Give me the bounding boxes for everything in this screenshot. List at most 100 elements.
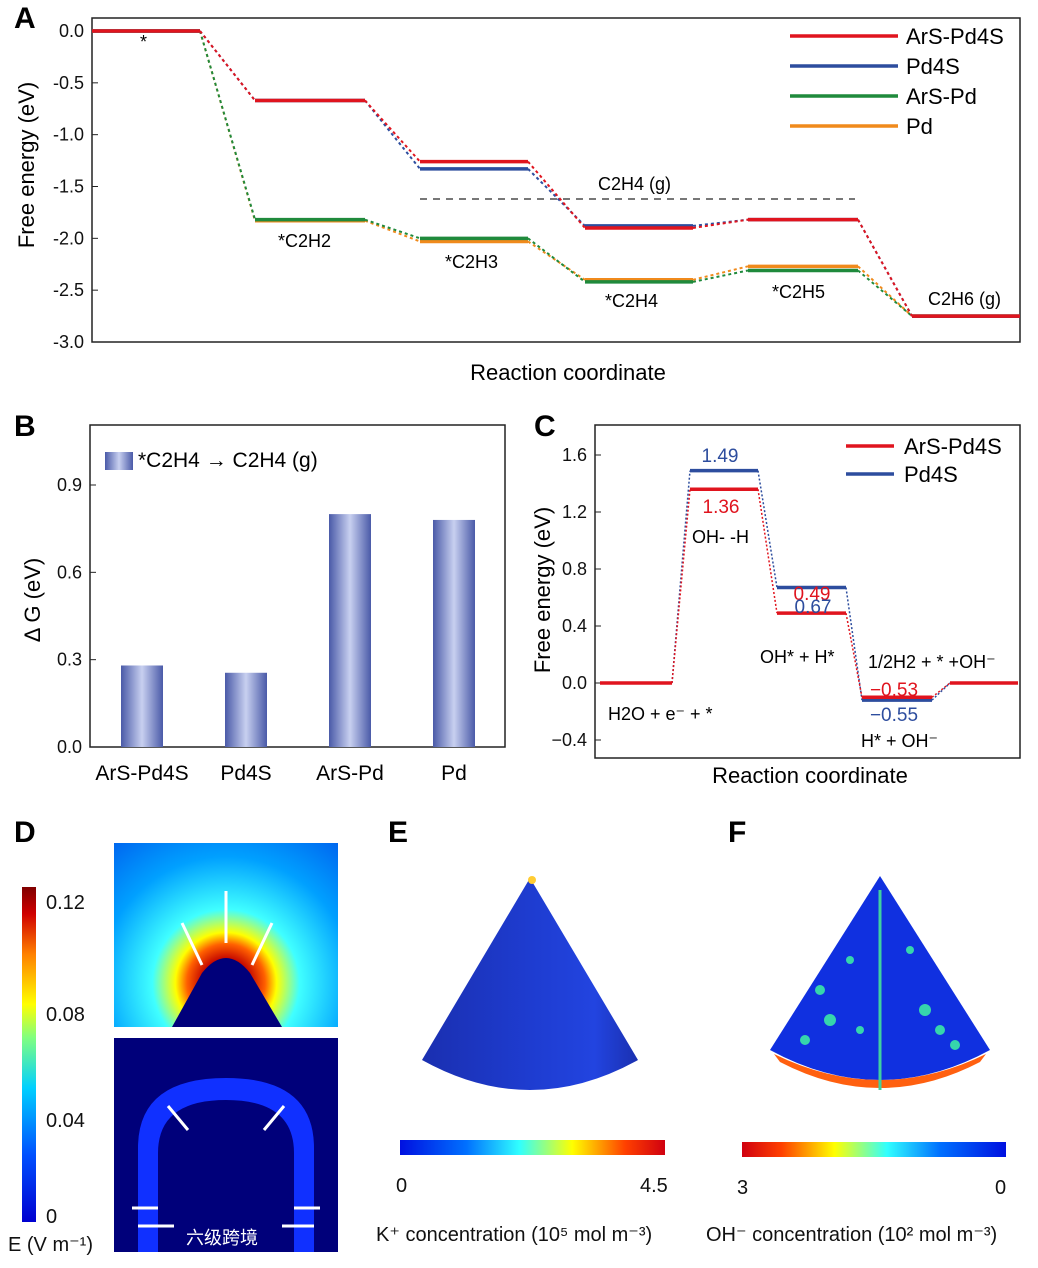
panel-letter-a: A <box>14 2 36 35</box>
step-label: *C2H5 <box>772 282 825 302</box>
x-axis-label: Reaction coordinate <box>470 360 666 385</box>
y-axis-label: Δ G (eV) <box>20 558 45 642</box>
connector-Pd <box>857 265 913 317</box>
chart-b-delta-g: 0.0 0.3 0.6 0.9 Δ G (eV) ArS-Pd4S Pd4S ArS-Pd Pd… <box>20 424 506 785</box>
connector-ArS-Pd <box>364 218 421 240</box>
y-tick-label: -0.5 <box>53 73 84 93</box>
field-map-top <box>114 843 338 1027</box>
connector-ArS-Pd <box>527 237 586 283</box>
value-label: 1.36 <box>703 497 740 518</box>
connector-Pd4S <box>692 218 749 227</box>
colorbar-e-label: K⁺ concentration (10⁵ mol m⁻³) <box>376 1224 653 1246</box>
step-label: OH- -H <box>692 527 749 547</box>
colorbar-f-label: OH⁻ concentration (10² mol m⁻³) <box>706 1224 998 1246</box>
step-label: H2O + e⁻ + * <box>608 704 713 724</box>
y-tick-label: −0.4 <box>551 730 587 750</box>
tip-shape <box>172 958 282 1027</box>
connector-Pd <box>364 219 421 243</box>
colorbar-d-tick: 0.08 <box>46 1004 85 1026</box>
y-tick-label: 0.9 <box>57 475 82 495</box>
y-tick-label: 0.0 <box>57 737 82 757</box>
watermark: 六级跨境 <box>186 1228 258 1248</box>
legend-label: ArS-Pd4S <box>906 24 1004 49</box>
connector-ArS-Pd <box>692 269 749 283</box>
y-axis-label: Free energy (eV) <box>14 82 39 248</box>
connector-ArS-Pd4S <box>364 99 421 163</box>
colorbar-f-min: 0 <box>995 1177 1007 1199</box>
colorbar-d-tick: 0.04 <box>46 1110 85 1132</box>
colorbar-d-tick: 0.12 <box>46 892 85 914</box>
value-label: 0.49 <box>794 584 831 605</box>
hotspot-pattern <box>800 946 960 1050</box>
y-tick-label: -2.5 <box>53 280 84 300</box>
panel-letter-f: F <box>728 816 747 849</box>
connector-ArS-Pd4S <box>857 219 913 317</box>
cone-k-concentration <box>422 876 638 1090</box>
bar-Pd4S <box>225 672 267 747</box>
y-tick-label: 0.0 <box>562 673 587 693</box>
step-label: *C2H4 <box>605 291 658 311</box>
step-label: * <box>140 32 147 52</box>
step-label: H* + OH⁻ <box>861 731 938 751</box>
y-tick-label: 1.2 <box>562 502 587 522</box>
chart-a-free-energy: 0.0 -0.5 -1.0 -1.5 -2.0 -2.5 -3.0 Free energy (… <box>14 17 1021 385</box>
panel-letter-b: B <box>14 410 36 443</box>
connector-Pd4S <box>931 682 951 701</box>
y-tick-label: -1.5 <box>53 177 84 197</box>
connector-Pd4S <box>671 470 691 684</box>
legend-label: ArS-Pd4S <box>904 434 1002 459</box>
axes-frame <box>91 17 1021 343</box>
colorbar-d <box>22 887 36 1222</box>
colorbar-d-label: E (V m⁻¹) <box>8 1234 93 1256</box>
x-axis-label: Reaction coordinate <box>712 763 908 788</box>
axes-frame <box>594 424 1021 759</box>
connector-ArS-Pd4S <box>199 30 256 102</box>
y-tick-label: 0.6 <box>57 562 82 582</box>
legend-label: *C2H4 → C2H4 (g) <box>138 449 318 472</box>
connector-ArS-Pd <box>857 269 913 317</box>
x-tick-label: Pd4S <box>220 762 271 785</box>
y-tick-label: 0.8 <box>562 559 587 579</box>
reference-label: C2H4 (g) <box>598 174 671 194</box>
legend-label: Pd4S <box>904 462 958 487</box>
step-label: *C2H2 <box>278 231 331 251</box>
y-tick-label: 0.3 <box>57 650 82 670</box>
x-tick-label: ArS-Pd4S <box>95 762 188 785</box>
value-label: 1.49 <box>702 446 739 467</box>
legend-label: ArS-Pd <box>906 84 977 109</box>
colorbar-e <box>400 1140 665 1155</box>
y-tick-label: -1.0 <box>53 125 84 145</box>
step-label: 1/2H2 + * +OH⁻ <box>868 652 996 672</box>
connector-Pd <box>692 265 749 281</box>
colorbar-e-max: 4.5 <box>640 1175 668 1197</box>
y-axis-label: Free energy (eV) <box>530 507 555 673</box>
legend-swatch <box>105 452 133 470</box>
connector-ArS-Pd4S <box>692 218 749 229</box>
field-arrows <box>132 1105 320 1228</box>
panel-letter-d: D <box>14 816 36 849</box>
panel-letter-e: E <box>388 816 409 849</box>
connector-Pd4S <box>757 470 778 588</box>
step-label: *C2H3 <box>445 252 498 272</box>
bar-Pd <box>433 519 475 747</box>
connector-ArS-Pd4S <box>757 489 778 614</box>
axes-frame <box>89 424 506 748</box>
colorbar-f <box>742 1142 1006 1157</box>
y-tick-label: -2.0 <box>53 228 84 248</box>
step-label: OH* + H* <box>760 647 835 667</box>
y-tick-label: 0.4 <box>562 616 587 636</box>
cone-tip-hotspot <box>528 876 536 884</box>
bar-ArS-Pd4S <box>121 665 163 747</box>
y-tick-label: -3.0 <box>53 332 84 352</box>
connector-ArS-Pd4S <box>671 489 691 684</box>
x-tick-label: Pd <box>441 762 467 785</box>
y-tick-label: 1.6 <box>562 445 587 465</box>
legend-label: Pd <box>906 114 933 139</box>
value-label: −0.53 <box>870 680 918 701</box>
step-label: C2H6 (g) <box>928 289 1001 309</box>
connector-Pd4S <box>845 587 863 701</box>
value-label: 0.67 <box>795 597 832 618</box>
bar-ArS-Pd <box>329 514 371 747</box>
legend-label: Pd4S <box>906 54 960 79</box>
